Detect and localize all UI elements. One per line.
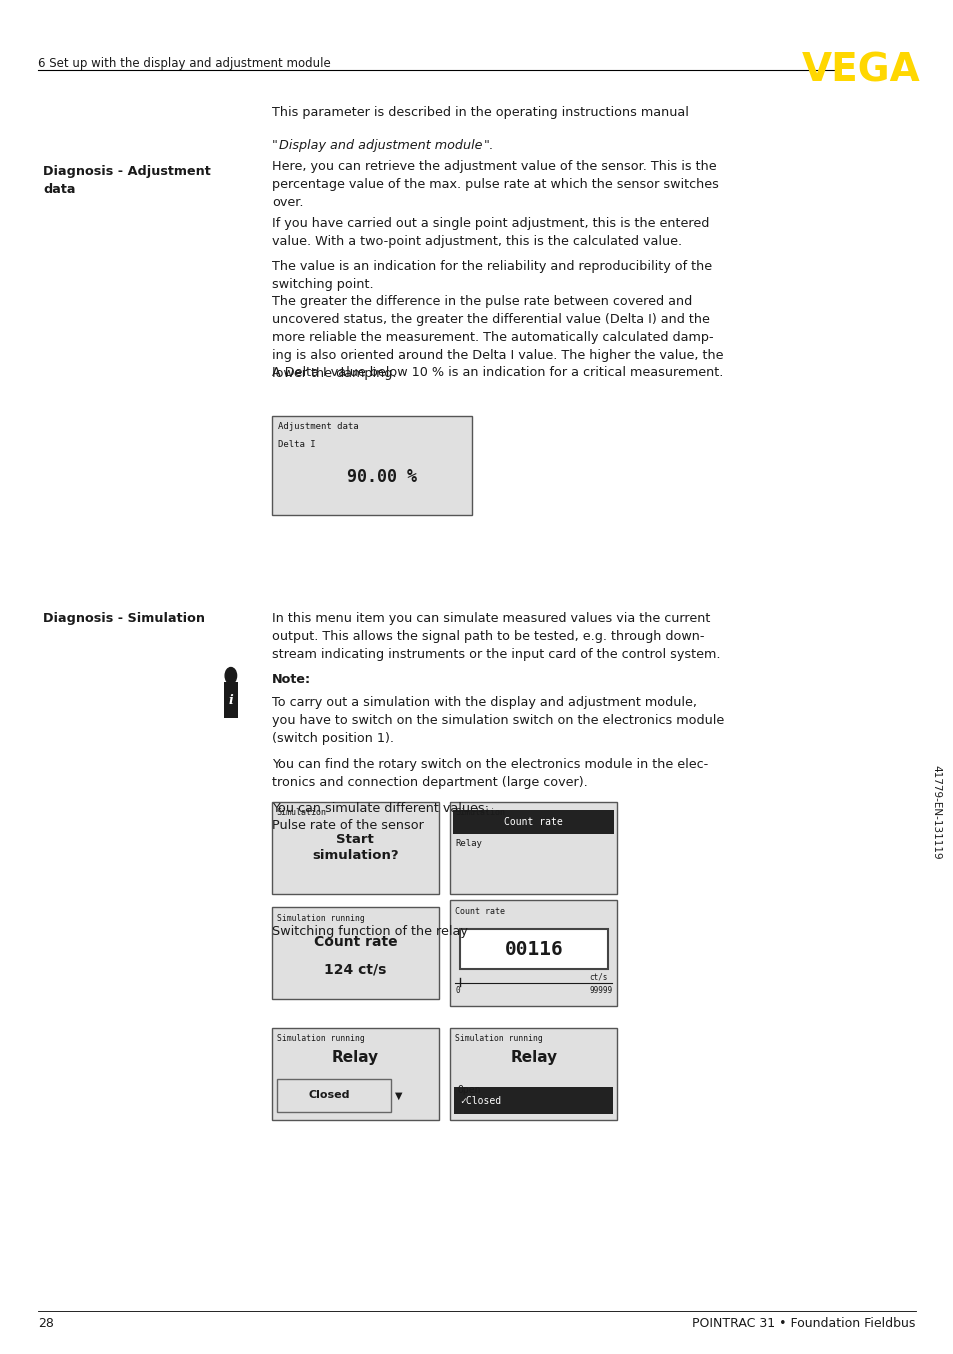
- Text: Count rate: Count rate: [455, 907, 504, 917]
- Text: 6 Set up with the display and adjustment module: 6 Set up with the display and adjustment…: [38, 57, 331, 70]
- FancyBboxPatch shape: [276, 1079, 391, 1112]
- Text: Simulation running: Simulation running: [276, 914, 364, 923]
- Text: ".: ".: [483, 139, 493, 153]
- FancyBboxPatch shape: [454, 1087, 613, 1114]
- Text: This parameter is described in the operating instructions manual: This parameter is described in the opera…: [272, 106, 688, 119]
- Text: 41779-EN-131119: 41779-EN-131119: [931, 765, 941, 860]
- Text: ct/s: ct/s: [589, 972, 607, 982]
- Text: Pulse rate of the sensor: Pulse rate of the sensor: [272, 819, 423, 833]
- Text: VEGA: VEGA: [801, 51, 920, 89]
- Text: Delta I: Delta I: [277, 440, 314, 450]
- Text: 28: 28: [38, 1317, 54, 1331]
- FancyBboxPatch shape: [272, 416, 472, 515]
- FancyBboxPatch shape: [459, 929, 607, 969]
- Text: ✓Closed: ✓Closed: [459, 1095, 500, 1106]
- FancyBboxPatch shape: [450, 802, 617, 894]
- Text: Closed: Closed: [308, 1090, 350, 1101]
- Text: You can simulate different values:: You can simulate different values:: [272, 802, 488, 815]
- Text: Open: Open: [457, 1085, 481, 1094]
- Text: Simulation running: Simulation running: [276, 1034, 364, 1044]
- FancyBboxPatch shape: [272, 1028, 438, 1120]
- FancyBboxPatch shape: [453, 810, 614, 834]
- Circle shape: [225, 668, 236, 684]
- Text: Simulation: Simulation: [276, 808, 326, 818]
- Text: In this menu item you can simulate measured values via the current
output. This : In this menu item you can simulate measu…: [272, 612, 720, 661]
- Text: Display and adjustment module: Display and adjustment module: [278, 139, 481, 153]
- Text: Diagnosis - Adjustment
data: Diagnosis - Adjustment data: [43, 165, 211, 196]
- Text: ▼: ▼: [395, 1090, 402, 1101]
- FancyBboxPatch shape: [272, 907, 438, 999]
- Text: ": ": [272, 139, 277, 153]
- Text: Relay: Relay: [455, 839, 481, 849]
- Text: Count rate: Count rate: [314, 936, 396, 949]
- Text: You can find the rotary switch on the electronics module in the elec-
tronics an: You can find the rotary switch on the el…: [272, 758, 707, 789]
- FancyBboxPatch shape: [450, 1028, 617, 1120]
- Text: 90.00 %: 90.00 %: [347, 468, 416, 486]
- Text: Relay: Relay: [332, 1049, 378, 1066]
- Text: 124 ct/s: 124 ct/s: [324, 963, 386, 976]
- Text: POINTRAC 31 • Foundation Fieldbus: POINTRAC 31 • Foundation Fieldbus: [692, 1317, 915, 1331]
- Text: Simulation: Simulation: [455, 808, 504, 818]
- Text: Start
simulation?: Start simulation?: [312, 833, 398, 862]
- Text: Note:: Note:: [272, 673, 311, 686]
- FancyBboxPatch shape: [450, 900, 617, 1006]
- Text: 0: 0: [455, 986, 459, 995]
- Text: Adjustment data: Adjustment data: [277, 422, 358, 432]
- FancyBboxPatch shape: [272, 802, 438, 894]
- FancyBboxPatch shape: [224, 682, 237, 718]
- Text: Simulation running: Simulation running: [455, 1034, 542, 1044]
- Text: 99999: 99999: [589, 986, 612, 995]
- Text: i: i: [229, 693, 233, 707]
- Text: Switching function of the relay: Switching function of the relay: [272, 925, 467, 938]
- Text: Here, you can retrieve the adjustment value of the sensor. This is the
percentag: Here, you can retrieve the adjustment va…: [272, 160, 718, 209]
- Text: The greater the difference in the pulse rate between covered and
uncovered statu: The greater the difference in the pulse …: [272, 295, 722, 380]
- Text: The value is an indication for the reliability and reproducibility of the
switch: The value is an indication for the relia…: [272, 260, 711, 291]
- Text: 00116: 00116: [504, 940, 562, 959]
- Text: If you have carried out a single point adjustment, this is the entered
value. Wi: If you have carried out a single point a…: [272, 217, 708, 248]
- Text: To carry out a simulation with the display and adjustment module,
you have to sw: To carry out a simulation with the displ…: [272, 696, 723, 745]
- Text: Relay: Relay: [510, 1049, 557, 1066]
- Text: Diagnosis - Simulation: Diagnosis - Simulation: [43, 612, 205, 626]
- Text: Count rate: Count rate: [504, 816, 562, 827]
- Text: A Delta I value below 10 % is an indication for a critical measurement.: A Delta I value below 10 % is an indicat…: [272, 366, 722, 379]
